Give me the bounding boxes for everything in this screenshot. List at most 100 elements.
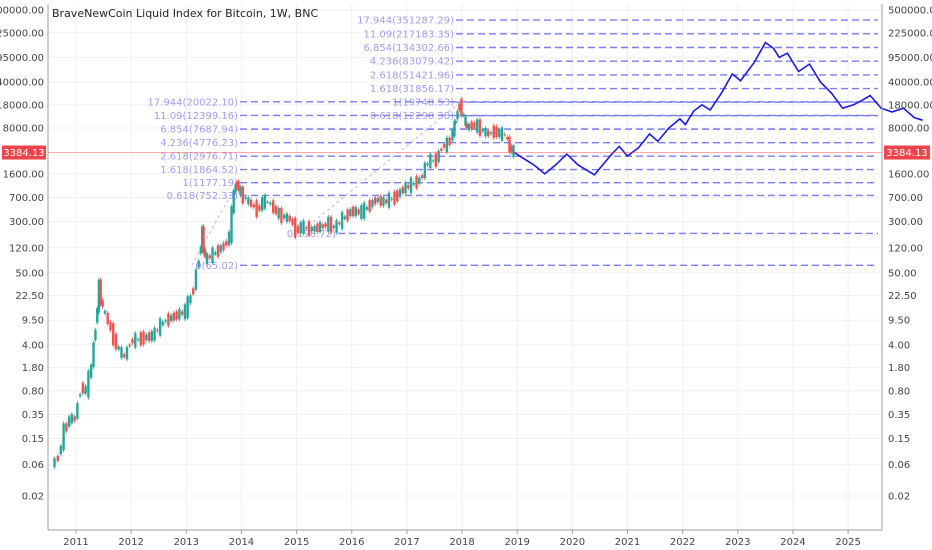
price-candle-body [255,200,258,217]
fib-level-label-right: 0(198.72) [287,229,336,240]
y-tick-label-right: 8000.00 [888,123,929,134]
price-candle-body [420,175,424,179]
price-candle-body [487,130,490,137]
price-candle-body [147,332,151,342]
price-candle-body [299,222,302,234]
price-candle-body [458,104,461,111]
price-candle-body [440,148,443,151]
price-candle-body [117,346,120,350]
y-tick-label-right: 22.50 [888,291,917,302]
y-tick-label-right: 0.15 [888,434,910,445]
chart-title: BraveNewCoin Liquid Index for Bitcoin, 1… [52,7,318,20]
price-candle-body [97,279,101,313]
current-price-badge-right [884,145,930,160]
x-tick-label: 2015 [284,537,309,548]
price-candle-body [307,221,311,236]
price-candle-body [285,213,289,222]
projection-line [513,41,923,176]
price-candle-body [354,207,358,217]
price-candle-body [136,339,140,341]
price-candle-body [53,458,56,467]
price-candle-body [169,315,173,322]
fib-level-label-left: 4.236(4776.23) [160,138,238,149]
price-candle-body [186,296,189,319]
price-candle-body [239,186,242,196]
price-candle-body [448,137,451,145]
x-tick-label: 2025 [835,537,860,548]
price-candle-body [456,111,459,119]
price-candle-body [161,321,165,326]
price-candle-body [219,245,222,253]
price-candle-body [412,182,415,185]
y-tick-label-left: 0.15 [22,434,44,445]
fib-anchor-line-left [191,182,239,266]
y-tick-label-left: 95000.00 [0,53,44,64]
price-candle-body [470,121,473,130]
y-tick-label-left: 225000.00 [0,28,44,39]
price-candle-body [142,331,145,345]
price-candle-body [379,195,382,206]
y-tick-label-right: 0.06 [888,460,910,471]
axes: 500000.00 225000.00 95000.00 40000.00 18000.… [0,4,932,548]
price-candle-body [70,414,74,424]
price-candle-body [123,354,126,358]
price-candle-body [321,224,324,229]
y-tick-label-left: 700.00 [9,193,44,204]
y-tick-label-left: 0.06 [22,460,44,471]
fib-level-label-right: 4.236(83079.42) [370,57,454,68]
y-tick-label-left: 40000.00 [0,78,44,89]
price-candle-body [426,163,429,166]
price-candle-body [244,197,247,199]
price-candle-body [180,311,184,315]
price-candle-body [385,199,388,204]
price-candle-body [211,247,214,263]
price-candle-body [59,445,63,455]
price-candle-body [296,225,300,234]
price-candle-body [197,260,200,268]
y-tick-label-right: 700.00 [888,193,923,204]
y-tick-label-left: 50.00 [15,268,44,279]
price-candle-body [481,129,484,132]
y-tick-label-left: 8000.00 [3,123,44,134]
price-candle-body [92,342,95,367]
price-candle-body [106,313,109,324]
price-candle-body [216,245,220,257]
price-candle-body [500,127,504,141]
price-candle-body [451,129,454,141]
price-candle-body [269,202,272,205]
price-candle-body [271,200,275,213]
price-candle-body [178,308,181,320]
y-tick-label-left: 0.80 [22,386,44,397]
price-candle-body [453,120,456,137]
price-candle-body [266,201,269,203]
price-candle-body [232,190,235,214]
price-candle-body [387,192,391,208]
price-candle-body [167,313,170,326]
y-tick-label-right: 120.00 [888,243,923,254]
y-tick-label-right: 9.50 [888,316,910,327]
x-tick-label: 2020 [560,537,585,548]
price-candle-body [227,231,231,246]
y-tick-label-left: 120.00 [9,243,44,254]
x-tick-label: 2022 [670,537,695,548]
price-candle-body [214,252,217,255]
price-candle-body [454,121,458,124]
fib-level-label-right: 11.09(217183.35) [363,29,454,40]
price-candle-body [56,455,60,462]
price-candle-body [139,332,143,346]
price-candle-body [120,347,123,359]
x-tick-label: 2014 [229,537,254,548]
x-tick-label: 2011 [63,537,88,548]
price-candle-body [431,160,435,162]
price-candle-body [376,198,380,202]
price-candle-body [172,312,176,321]
price-candle-body [467,123,471,131]
price-candle-body [338,222,341,225]
y-tick-label-left: 18000.00 [0,100,44,111]
price-candle-body [409,177,413,193]
y-tick-label-right: 0.35 [888,410,910,421]
price-candle-body [87,370,90,398]
y-tick-label-right: 225000.00 [888,28,932,39]
price-candle-body [335,220,338,233]
